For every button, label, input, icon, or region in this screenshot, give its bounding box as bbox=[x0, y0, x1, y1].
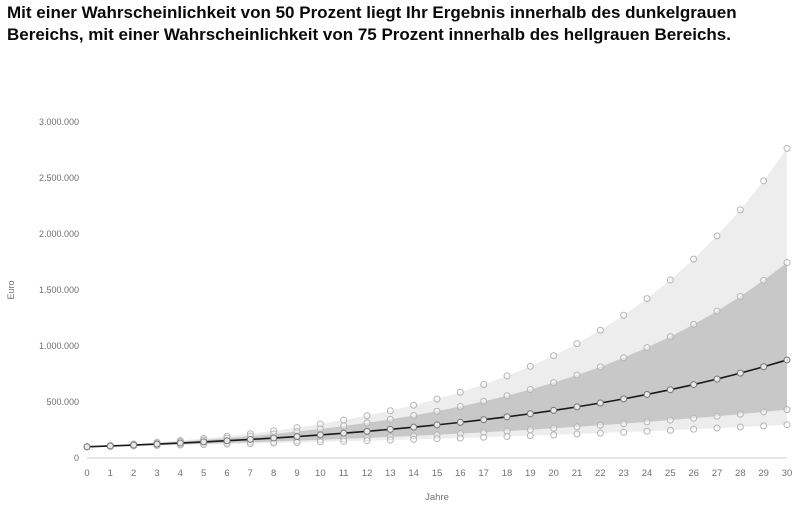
svg-text:22: 22 bbox=[595, 468, 606, 479]
svg-text:10: 10 bbox=[315, 468, 326, 479]
svg-text:3: 3 bbox=[154, 468, 159, 479]
chart-description: Mit einer Wahrscheinlichkeit von 50 Proz… bbox=[7, 3, 737, 44]
svg-text:5: 5 bbox=[201, 468, 206, 479]
svg-text:28: 28 bbox=[735, 468, 746, 479]
svg-text:11: 11 bbox=[339, 468, 349, 479]
svg-text:7: 7 bbox=[248, 468, 253, 479]
svg-text:15: 15 bbox=[432, 468, 443, 479]
svg-text:Jahre: Jahre bbox=[425, 492, 449, 503]
svg-text:13: 13 bbox=[385, 468, 396, 479]
svg-text:29: 29 bbox=[758, 468, 769, 479]
svg-text:21: 21 bbox=[572, 468, 583, 479]
chart-svg: 0 500.000 1.000.000 1.500.000 2.000.000 2.500… bbox=[6, 117, 793, 503]
svg-text:16: 16 bbox=[455, 468, 466, 479]
svg-text:0: 0 bbox=[84, 468, 89, 479]
svg-text:8: 8 bbox=[271, 468, 276, 479]
svg-text:18: 18 bbox=[502, 468, 513, 479]
fan-chart: 0 500.000 1.000.000 1.500.000 2.000.000 2.500… bbox=[0, 100, 801, 517]
svg-text:19: 19 bbox=[525, 468, 536, 479]
svg-text:3.000.000: 3.000.000 bbox=[39, 117, 79, 127]
svg-text:500.000: 500.000 bbox=[46, 397, 79, 407]
svg-text:30: 30 bbox=[782, 468, 793, 479]
svg-text:9: 9 bbox=[294, 468, 299, 479]
svg-text:0: 0 bbox=[74, 453, 79, 463]
svg-text:2: 2 bbox=[131, 468, 136, 479]
svg-text:1: 1 bbox=[108, 468, 113, 479]
svg-text:6: 6 bbox=[224, 468, 229, 479]
svg-text:4: 4 bbox=[178, 468, 183, 479]
svg-text:24: 24 bbox=[642, 468, 653, 479]
svg-text:20: 20 bbox=[548, 468, 559, 479]
svg-text:Euro: Euro bbox=[6, 280, 16, 299]
svg-text:25: 25 bbox=[665, 468, 676, 479]
svg-text:26: 26 bbox=[688, 468, 699, 479]
svg-text:27: 27 bbox=[712, 468, 723, 479]
svg-text:14: 14 bbox=[408, 468, 419, 479]
svg-text:2.500.000: 2.500.000 bbox=[39, 173, 79, 183]
svg-text:1.500.000: 1.500.000 bbox=[39, 285, 79, 295]
svg-text:1.000.000: 1.000.000 bbox=[39, 341, 79, 351]
svg-text:23: 23 bbox=[618, 468, 629, 479]
svg-text:17: 17 bbox=[478, 468, 489, 479]
svg-text:2.000.000: 2.000.000 bbox=[39, 229, 79, 239]
svg-text:12: 12 bbox=[362, 468, 373, 479]
